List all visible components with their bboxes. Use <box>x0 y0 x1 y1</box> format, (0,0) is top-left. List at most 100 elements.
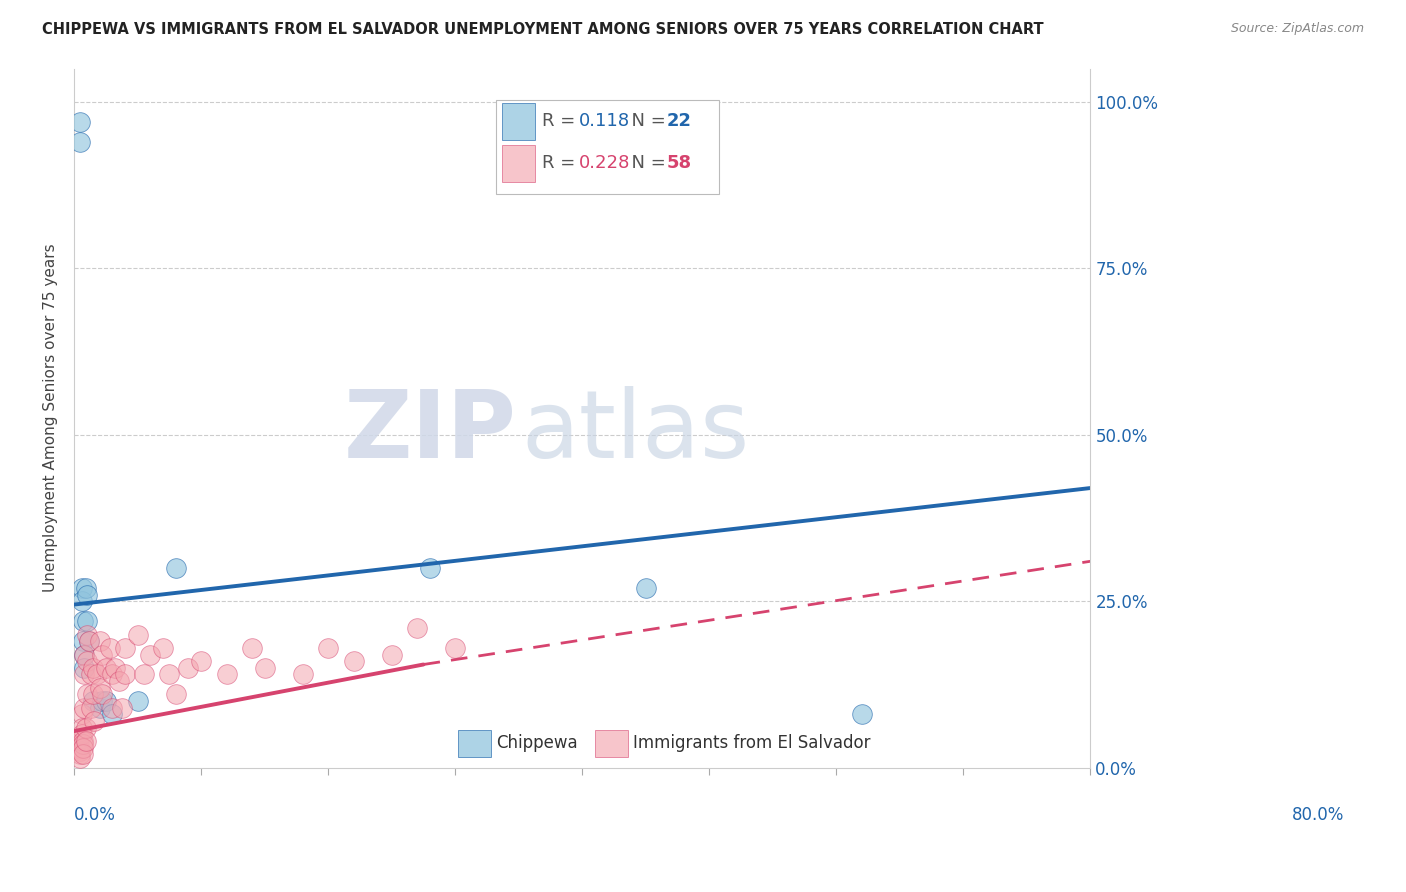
Point <box>94 661 117 675</box>
Text: 80.0%: 80.0% <box>1292 806 1344 824</box>
FancyBboxPatch shape <box>496 100 720 194</box>
FancyBboxPatch shape <box>502 145 534 182</box>
Point <box>94 694 117 708</box>
Point <box>66 734 89 748</box>
Text: ZIP: ZIP <box>343 386 516 478</box>
Point <box>79 634 101 648</box>
Point <box>76 627 98 641</box>
Point <box>215 667 238 681</box>
Text: 22: 22 <box>666 112 692 130</box>
Point <box>444 640 467 655</box>
Point <box>316 640 339 655</box>
Point <box>127 627 149 641</box>
Point <box>72 747 94 762</box>
Text: Immigrants from El Salvador: Immigrants from El Salvador <box>633 734 870 752</box>
Point <box>69 135 91 149</box>
Point <box>72 634 94 648</box>
Y-axis label: Unemployment Among Seniors over 75 years: Unemployment Among Seniors over 75 years <box>44 244 58 592</box>
Point <box>67 738 90 752</box>
Point <box>190 654 212 668</box>
FancyBboxPatch shape <box>502 103 534 140</box>
Point <box>240 640 263 655</box>
Point <box>76 588 98 602</box>
Point <box>634 581 657 595</box>
Point <box>67 740 90 755</box>
Point <box>76 688 98 702</box>
Point <box>114 640 136 655</box>
Point <box>89 634 111 648</box>
Text: N =: N = <box>620 112 672 130</box>
Point <box>79 700 101 714</box>
Point <box>139 648 162 662</box>
Point <box>69 744 91 758</box>
Text: atlas: atlas <box>522 386 749 478</box>
Point <box>69 747 91 762</box>
Point <box>70 727 93 741</box>
Point <box>132 667 155 681</box>
Point <box>91 688 114 702</box>
Point <box>406 621 429 635</box>
Point <box>70 721 93 735</box>
Text: R =: R = <box>541 112 581 130</box>
Point <box>419 561 441 575</box>
Point <box>73 661 96 675</box>
Point <box>101 707 124 722</box>
Point <box>75 721 97 735</box>
Point <box>86 667 108 681</box>
Point <box>127 694 149 708</box>
Point <box>253 661 276 675</box>
Point <box>89 700 111 714</box>
Point <box>177 661 200 675</box>
Point <box>157 667 180 681</box>
Point <box>91 694 114 708</box>
Point <box>73 648 96 662</box>
Point <box>69 115 91 129</box>
Text: 0.0%: 0.0% <box>75 806 115 824</box>
Text: Source: ZipAtlas.com: Source: ZipAtlas.com <box>1230 22 1364 36</box>
Point <box>165 688 187 702</box>
Point <box>107 674 129 689</box>
Point <box>114 667 136 681</box>
Point <box>82 688 104 702</box>
Text: Chippewa: Chippewa <box>496 734 578 752</box>
Point <box>73 667 96 681</box>
Point <box>111 700 134 714</box>
Point <box>82 661 104 675</box>
Point <box>381 648 404 662</box>
Text: 58: 58 <box>666 154 692 172</box>
Text: 0.228: 0.228 <box>579 154 631 172</box>
Point <box>152 640 174 655</box>
Point <box>73 648 96 662</box>
Point <box>101 667 124 681</box>
Point <box>89 681 111 695</box>
Point <box>83 714 105 728</box>
Point <box>69 750 91 764</box>
Point <box>72 734 94 748</box>
Point <box>72 740 94 755</box>
Point <box>79 667 101 681</box>
Point <box>76 654 98 668</box>
Point <box>91 648 114 662</box>
Text: 0.118: 0.118 <box>579 112 630 130</box>
Point <box>73 700 96 714</box>
Point <box>70 594 93 608</box>
Point <box>76 614 98 628</box>
Point <box>104 661 127 675</box>
Point <box>342 654 364 668</box>
Point <box>165 561 187 575</box>
Text: N =: N = <box>620 154 672 172</box>
Point <box>98 640 121 655</box>
Point <box>79 634 101 648</box>
Point <box>75 581 97 595</box>
Point <box>101 700 124 714</box>
Point <box>82 694 104 708</box>
Point <box>72 614 94 628</box>
Point <box>851 707 873 722</box>
FancyBboxPatch shape <box>458 731 491 756</box>
Point <box>72 738 94 752</box>
Point <box>70 581 93 595</box>
FancyBboxPatch shape <box>596 731 628 756</box>
Point <box>75 734 97 748</box>
Point <box>70 707 93 722</box>
Text: CHIPPEWA VS IMMIGRANTS FROM EL SALVADOR UNEMPLOYMENT AMONG SENIORS OVER 75 YEARS: CHIPPEWA VS IMMIGRANTS FROM EL SALVADOR … <box>42 22 1043 37</box>
